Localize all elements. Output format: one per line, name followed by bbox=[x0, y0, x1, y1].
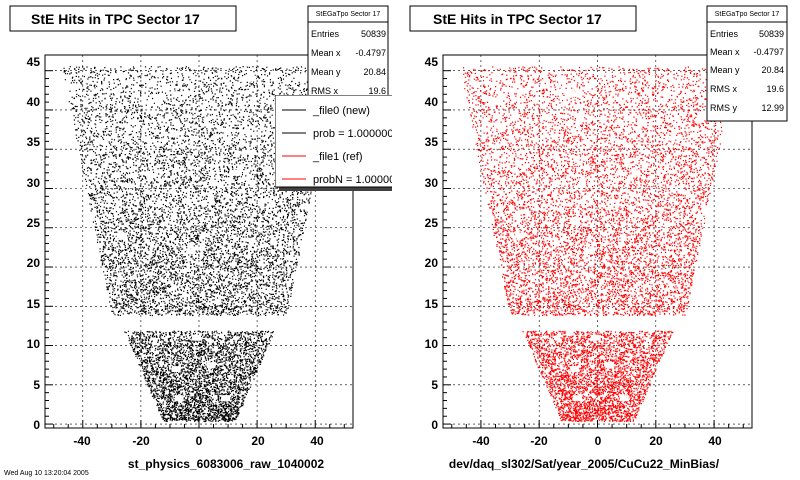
dead-pad-gap bbox=[206, 362, 216, 369]
dead-pad-gap bbox=[192, 334, 202, 341]
stats-value: 12.99 bbox=[761, 103, 784, 113]
y-tick-label: 30 bbox=[425, 176, 439, 190]
x-tick-label: 20 bbox=[649, 434, 663, 448]
dead-pad-gap bbox=[631, 169, 641, 176]
y-tick-label: 0 bbox=[431, 418, 438, 432]
y-tick-label: 20 bbox=[425, 256, 439, 270]
y-tick-label: 45 bbox=[27, 55, 41, 69]
dead-pad-gap bbox=[186, 248, 196, 255]
x-axis-label: st_physics_6083006_raw_1040002 bbox=[128, 457, 324, 471]
x-tick-label: -40 bbox=[472, 434, 490, 448]
x-tick-label: 0 bbox=[196, 434, 203, 448]
title-box bbox=[409, 5, 637, 32]
y-tick-label: 10 bbox=[27, 337, 41, 351]
stats-label: Entries bbox=[311, 29, 340, 39]
stats-label: Mean x bbox=[710, 47, 740, 57]
y-tick-label: 30 bbox=[27, 176, 41, 190]
stats-label: Mean x bbox=[311, 48, 341, 58]
legend-entry: _file0 (new) bbox=[312, 105, 370, 117]
stats-label: RMS x bbox=[710, 84, 738, 94]
stats-label: Entries bbox=[710, 29, 739, 39]
y-tick-label: 25 bbox=[27, 216, 41, 230]
data-gaps bbox=[96, 75, 257, 402]
x-tick-label: -20 bbox=[132, 434, 150, 448]
stats-label: Mean y bbox=[710, 65, 740, 75]
dead-pad-gap bbox=[232, 169, 242, 176]
scatter-points bbox=[463, 66, 733, 423]
stats-value: 20.84 bbox=[363, 67, 386, 77]
dead-pad-gap bbox=[584, 248, 594, 255]
chart-title: StE Hits in TPC Sector 17 bbox=[31, 11, 200, 27]
dead-pad-gap bbox=[494, 122, 504, 129]
stats-value: 19.6 bbox=[766, 84, 784, 94]
stats-header: StEGaTpo Sector 17 bbox=[316, 11, 381, 18]
stats-value: 50839 bbox=[759, 29, 784, 39]
legend-entry: _file1 (ref) bbox=[312, 151, 363, 163]
x-tick-label: 20 bbox=[251, 434, 265, 448]
y-tick-label: 20 bbox=[27, 256, 41, 270]
y-tick-label: 15 bbox=[425, 297, 439, 311]
dead-pad-gap bbox=[605, 362, 615, 369]
stats-label: RMS x bbox=[311, 86, 339, 96]
stats-header: StEGaTpo Sector 17 bbox=[715, 11, 780, 18]
dead-pad-gap bbox=[570, 366, 580, 373]
legend-entry: prob = 1.000000 bbox=[313, 128, 393, 140]
dead-pad-gap bbox=[171, 366, 181, 373]
dead-pad-gap bbox=[171, 91, 181, 98]
dead-pad-gap bbox=[174, 395, 184, 402]
dead-pad-gap bbox=[645, 75, 655, 82]
x-tick-label: -20 bbox=[530, 434, 548, 448]
x-tick-label: 40 bbox=[310, 434, 324, 448]
y-tick-label: 35 bbox=[27, 135, 41, 149]
y-tick-label: 5 bbox=[33, 378, 40, 392]
data-gaps bbox=[494, 75, 655, 402]
stats-value: 19.6 bbox=[368, 86, 386, 96]
dead-pad-gap bbox=[247, 75, 257, 82]
timestamp-footer: Wed Aug 10 13:20:04 2005 bbox=[4, 470, 89, 477]
dead-pad-gap bbox=[573, 395, 583, 402]
y-tick-label: 15 bbox=[27, 297, 41, 311]
y-tick-label: 45 bbox=[425, 55, 439, 69]
stats-value: -0.4797 bbox=[355, 48, 386, 58]
y-tick-label: 40 bbox=[425, 95, 439, 109]
stats-label: Mean y bbox=[311, 67, 341, 77]
right-panel: StE Hits in TPC Sector 17 -40 -20 0 20 4… bbox=[409, 5, 788, 471]
x-tick-label: 40 bbox=[708, 434, 722, 448]
y-tick-label: 40 bbox=[27, 95, 41, 109]
dead-pad-gap bbox=[619, 395, 629, 402]
stats-value: 20.84 bbox=[761, 65, 784, 75]
x-tick-label: 0 bbox=[595, 434, 602, 448]
dead-pad-gap bbox=[514, 232, 524, 239]
dead-pad-gap bbox=[221, 395, 231, 402]
y-tick-label: 35 bbox=[425, 135, 439, 149]
stats-value: 50839 bbox=[361, 29, 386, 39]
dead-pad-gap bbox=[590, 334, 600, 341]
y-tick-label: 5 bbox=[431, 378, 438, 392]
x-axis-label: dev/daq_sl302/Sat/year_2005/CuCu22_MinBi… bbox=[449, 457, 720, 471]
left-panel: StE Hits in TPC Sector 17 -40 -20 0 20 4… bbox=[4, 5, 401, 477]
chart-title: StE Hits in TPC Sector 17 bbox=[433, 11, 602, 27]
stats-box: StEGaTpo Sector 17 Entries 50839 Mean x … bbox=[706, 5, 788, 122]
dead-pad-gap bbox=[96, 122, 106, 129]
stats-value: -0.4797 bbox=[753, 47, 784, 57]
hit-points bbox=[463, 66, 733, 423]
stats-frame bbox=[706, 5, 788, 122]
stats-label: RMS y bbox=[710, 103, 738, 113]
y-tick-label: 10 bbox=[425, 337, 439, 351]
x-tick-label: -40 bbox=[73, 434, 91, 448]
tick-marks bbox=[443, 70, 744, 428]
y-tick-label: 0 bbox=[33, 418, 40, 432]
tick-marks bbox=[45, 70, 345, 428]
legend-entry: probN = 1.000000 bbox=[313, 174, 401, 186]
y-tick-label: 25 bbox=[425, 216, 439, 230]
dead-pad-gap bbox=[570, 91, 580, 98]
legend: _file0 (new) prob = 1.000000 _file1 (ref… bbox=[275, 95, 401, 191]
title-box bbox=[9, 5, 237, 32]
dead-pad-gap bbox=[116, 232, 126, 239]
